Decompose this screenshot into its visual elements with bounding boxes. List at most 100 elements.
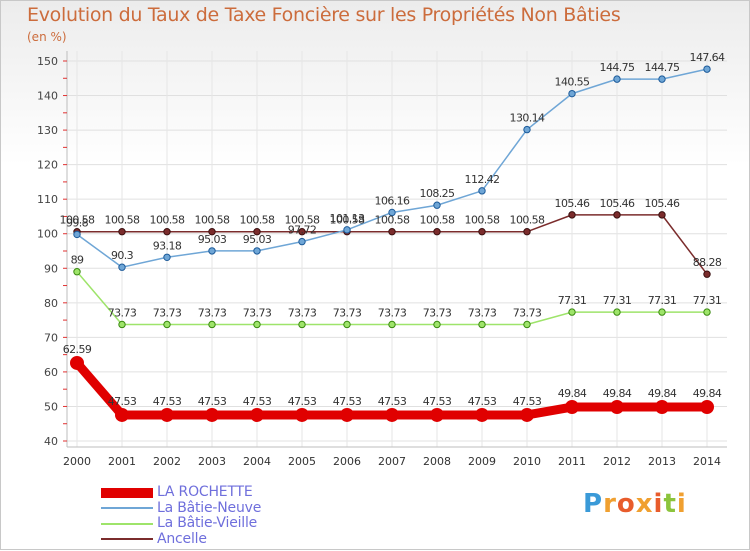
data-point-la-rochette [250, 407, 264, 422]
data-point-ancelle [118, 228, 126, 236]
data-point-la-rochette [385, 407, 399, 422]
data-point-la-rochette [610, 400, 624, 415]
y-axis-unit: (en %) [27, 30, 67, 44]
x-tick-label: 2001 [108, 455, 136, 468]
data-point-la-b-tie-neuve [208, 247, 216, 255]
data-label-ancelle: 100.58 [465, 214, 500, 227]
data-point-ancelle [208, 228, 216, 236]
data-point-la-b-tie-vieille [658, 308, 666, 316]
data-point-ancelle [253, 228, 261, 236]
data-point-la-b-tie-neuve [388, 208, 396, 217]
data-label-la-b-tie-vieille: 73.73 [108, 306, 137, 319]
data-point-la-rochette [475, 407, 489, 422]
data-label-la-b-tie-vieille: 77.31 [693, 294, 722, 307]
data-label-la-b-tie-vieille: 77.31 [558, 294, 587, 307]
legend-label-la-batie-neuve: La Bâtie-Neuve [157, 499, 262, 516]
data-point-la-rochette [295, 407, 309, 422]
y-tick-label: 130 [37, 124, 58, 137]
y-tick-label: 50 [44, 400, 58, 413]
data-label-la-b-tie-neuve: 99.8 [66, 216, 89, 229]
data-label-la-b-tie-vieille: 73.73 [513, 306, 542, 319]
data-point-la-b-tie-vieille [298, 320, 306, 329]
legend-label-la-batie-vieille: La Bâtie-Vieille [157, 515, 258, 531]
data-label-la-rochette: 49.84 [603, 387, 632, 400]
data-point-ancelle [163, 228, 171, 236]
data-point-la-b-tie-neuve [253, 247, 261, 255]
data-point-ancelle [703, 270, 711, 278]
data-point-la-rochette [520, 407, 534, 422]
x-tick-label: 2014 [693, 455, 721, 468]
x-tick-label: 2000 [63, 455, 91, 468]
data-label-la-b-tie-neuve: 93.18 [153, 239, 182, 252]
x-tick-label: 2003 [198, 455, 226, 468]
data-label-la-b-tie-neuve: 101.13 [330, 212, 365, 225]
data-label-la-rochette: 49.84 [558, 387, 587, 400]
data-point-la-b-tie-neuve [298, 237, 306, 246]
y-tick-label: 60 [44, 366, 58, 379]
data-point-la-b-tie-vieille [703, 308, 711, 316]
data-label-la-b-tie-vieille: 73.73 [333, 306, 362, 319]
y-tick-label: 150 [37, 55, 58, 68]
data-point-ancelle [388, 228, 396, 236]
data-label-la-b-tie-neuve: 140.55 [555, 76, 590, 89]
x-tick-label: 2011 [558, 455, 586, 468]
data-label-la-rochette: 47.53 [423, 395, 452, 408]
data-label-la-rochette: 47.53 [153, 395, 182, 408]
data-label-la-b-tie-vieille: 73.73 [468, 306, 497, 319]
data-point-la-rochette [430, 407, 444, 422]
data-point-la-rochette [340, 407, 354, 422]
data-label-la-rochette: 49.84 [693, 387, 722, 400]
data-point-ancelle [523, 228, 531, 236]
data-label-la-rochette: 47.53 [288, 395, 317, 408]
data-point-la-rochette [115, 407, 129, 422]
data-label-la-b-tie-neuve: 144.75 [645, 61, 680, 74]
data-label-la-b-tie-vieille: 73.73 [378, 306, 407, 319]
data-point-la-rochette [160, 407, 174, 422]
data-point-ancelle [478, 228, 486, 236]
data-label-la-b-tie-neuve: 108.25 [420, 187, 455, 200]
data-point-la-b-tie-vieille [163, 320, 171, 329]
y-tick-label: 80 [44, 297, 58, 310]
data-label-ancelle: 100.58 [510, 214, 545, 227]
y-tick-label: 110 [37, 193, 58, 206]
data-point-la-b-tie-vieille [523, 320, 531, 329]
y-tick-label: 140 [37, 90, 58, 103]
x-tick-label: 2005 [288, 455, 316, 468]
data-label-la-b-tie-neuve: 97.72 [288, 224, 317, 237]
x-tick-label: 2009 [468, 455, 496, 468]
x-tick-label: 2002 [153, 455, 181, 468]
y-tick-label: 100 [37, 228, 58, 241]
data-point-la-b-tie-vieille [73, 268, 81, 276]
data-point-la-b-tie-neuve [118, 263, 126, 271]
data-point-la-rochette [565, 400, 579, 415]
data-point-la-b-tie-neuve [163, 253, 171, 261]
data-point-la-b-tie-vieille [568, 308, 576, 316]
data-point-la-rochette [70, 355, 84, 370]
data-label-la-b-tie-neuve: 112.42 [465, 173, 500, 186]
data-label-la-b-tie-neuve: 95.03 [243, 233, 272, 246]
data-label-la-b-tie-vieille: 89 [71, 254, 84, 267]
data-point-la-b-tie-neuve [613, 75, 621, 83]
data-point-la-b-tie-neuve [523, 125, 531, 134]
data-label-la-b-tie-vieille: 73.73 [423, 306, 452, 319]
data-label-la-b-tie-neuve: 147.64 [690, 51, 725, 64]
legend-swatch-la-batie-vieille [101, 522, 153, 525]
data-label-la-b-tie-vieille: 73.73 [198, 306, 227, 319]
brand-logo: Proxiti [583, 489, 687, 519]
data-label-la-b-tie-vieille: 73.73 [288, 306, 317, 319]
legend-swatch-ancelle [101, 538, 153, 541]
data-point-la-b-tie-neuve [343, 226, 351, 234]
data-point-la-b-tie-neuve [703, 65, 711, 73]
data-point-la-b-tie-neuve [433, 201, 441, 209]
data-label-ancelle: 88.28 [693, 256, 722, 269]
legend-label-la-rochette: LA ROCHETTE [157, 484, 253, 500]
data-point-la-b-tie-vieille [388, 320, 396, 329]
x-tick-label: 2006 [333, 455, 361, 468]
x-tick-label: 2013 [648, 455, 676, 468]
data-label-la-b-tie-vieille: 77.31 [603, 294, 632, 307]
data-label-la-b-tie-neuve: 106.16 [375, 194, 410, 207]
data-label-la-b-tie-neuve: 130.14 [510, 112, 545, 125]
data-point-la-b-tie-neuve [73, 230, 81, 239]
